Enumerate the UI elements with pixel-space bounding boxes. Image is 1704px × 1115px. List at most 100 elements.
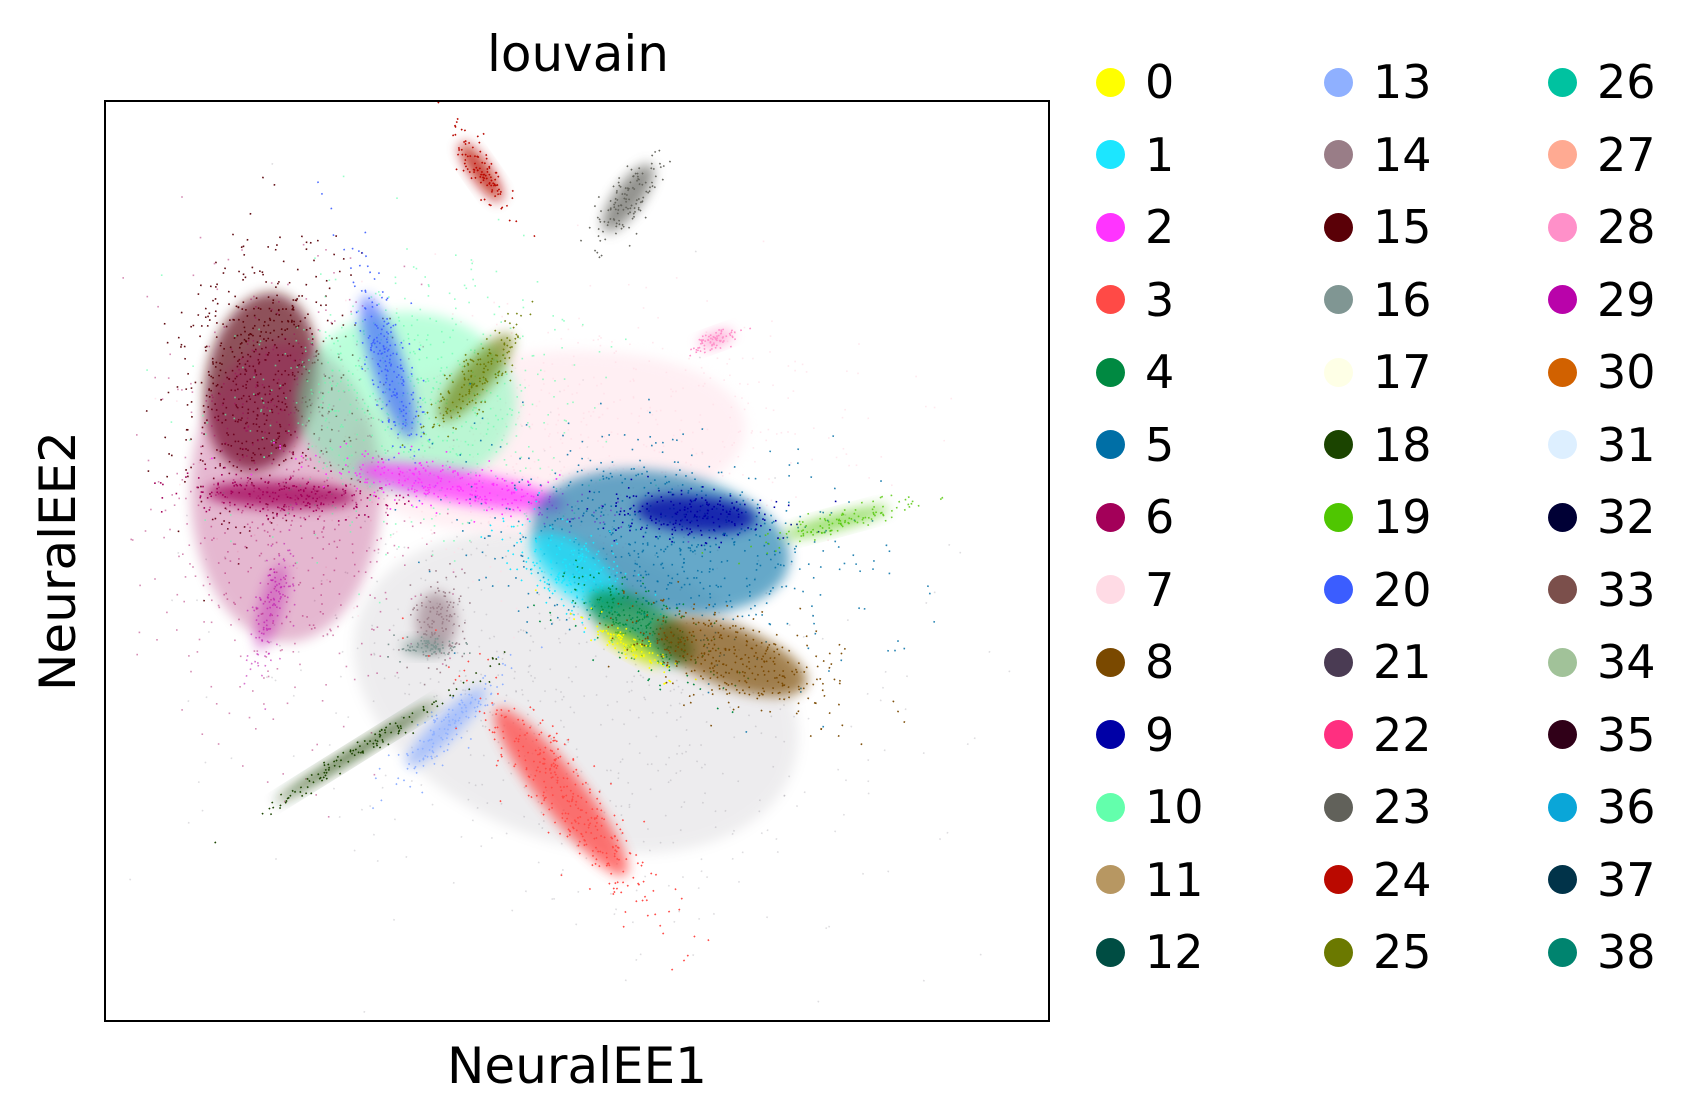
legend-item: 4 [1096,342,1174,402]
legend-marker-icon [1096,720,1125,749]
legend-item: 12 [1096,922,1204,982]
cluster-25 [401,300,534,447]
legend-marker-icon [1548,140,1577,169]
cluster-8 [598,580,906,746]
legend-item: 8 [1096,632,1174,692]
legend-marker-icon [1096,430,1125,459]
cluster-13 [371,646,543,810]
legend-item: 6 [1096,487,1174,547]
legend-marker-icon [1096,792,1125,822]
legend-marker-icon [1324,575,1353,604]
cluster-20 [316,181,437,502]
legend-marker-icon [1324,140,1353,169]
legend-marker-icon [1324,502,1353,532]
legend-marker-icon [1324,212,1353,242]
legend-label: 27 [1597,127,1656,182]
legend-item: 0 [1096,52,1174,112]
legend-item: 34 [1548,632,1656,692]
legend-label: 17 [1373,345,1432,399]
legend-label: 14 [1373,127,1432,182]
legend-marker-icon [1096,67,1125,97]
legend-marker-icon [1096,647,1125,677]
legend-item: 15 [1324,197,1432,257]
legend-item: 17 [1324,342,1432,402]
legend-marker-icon [1096,212,1125,242]
legend-item: 11 [1096,850,1204,910]
legend-marker-icon [1548,647,1577,677]
legend-item: 7 [1096,560,1174,620]
legend-label: 20 [1373,562,1432,617]
legend-label: 38 [1597,925,1656,979]
legend-marker-icon [1096,140,1125,169]
legend-item: 29 [1548,270,1656,330]
legend-item: 9 [1096,705,1174,765]
legend-label: 15 [1373,200,1432,254]
legend-marker-icon [1548,212,1577,242]
legend-label: 34 [1597,635,1656,689]
cluster-19 [701,494,944,565]
legend-item: 35 [1548,705,1656,765]
legend-marker-icon [1548,937,1577,967]
legend-label: 23 [1373,780,1432,834]
legend-label: 11 [1145,852,1204,907]
legend-label: 6 [1145,490,1175,544]
legend-marker-icon [1548,792,1577,822]
scatter-plot-area [104,100,1050,1022]
legend-item: 18 [1324,415,1432,475]
cluster-16 [387,634,471,663]
legend-marker-icon [1096,285,1125,314]
legend-marker-icon [1548,720,1577,749]
legend-marker-icon [1548,865,1577,894]
legend-label: 18 [1373,417,1432,472]
legend-item: 13 [1324,52,1432,112]
legend-label: 12 [1145,925,1204,979]
legend-label: 4 [1145,345,1175,399]
legend-item: 24 [1324,850,1432,910]
legend-marker-icon [1548,285,1577,314]
legend-item: 3 [1096,270,1174,330]
legend-marker-icon [1096,357,1125,387]
legend-marker-icon [1324,285,1353,314]
y-axis-label: NeuralEE2 [29,431,87,691]
legend-label: 0 [1145,55,1175,109]
legend-item: 25 [1324,922,1432,982]
legend-label: 22 [1373,707,1432,762]
legend-label: 2 [1145,200,1175,254]
legend-item: 36 [1548,777,1656,837]
legend-label: 10 [1145,780,1204,834]
legend-item: 5 [1096,415,1174,475]
legend-label: 8 [1145,635,1175,689]
cluster-9 [568,475,837,549]
legend-marker-icon [1324,865,1353,894]
legend-item: 2 [1096,197,1174,257]
legend-item: 1 [1096,125,1174,185]
legend-marker-icon [1096,865,1125,894]
legend-item: 31 [1548,415,1656,475]
legend-label: 36 [1597,780,1656,834]
legend-marker-icon [1548,430,1577,459]
legend-label: 33 [1597,562,1656,617]
legend-item: 14 [1324,125,1432,185]
legend-label: 28 [1597,200,1656,254]
legend-marker-icon [1548,67,1577,97]
legend-label: 1 [1145,127,1175,182]
legend-label: 29 [1597,272,1656,327]
legend-marker-icon [1324,792,1353,822]
legend-label: 26 [1597,55,1656,109]
legend-item: 21 [1324,632,1432,692]
legend-item: 22 [1324,705,1432,765]
legend-label: 37 [1597,852,1656,907]
cluster-0 [534,589,697,685]
legend-marker-icon [1324,720,1353,749]
legend-label: 3 [1145,272,1175,327]
legend-marker-icon [1548,575,1577,604]
legend-item: 26 [1548,52,1656,112]
legend-label: 31 [1597,417,1656,472]
cluster-29 [243,503,298,711]
legend-item: 32 [1548,487,1656,547]
legend-item: 20 [1324,560,1432,620]
legend-marker-icon [1324,937,1353,967]
cluster-28 [689,327,752,357]
x-axis-label: NeuralEE1 [447,1037,707,1095]
scatter-points [122,102,1011,1013]
